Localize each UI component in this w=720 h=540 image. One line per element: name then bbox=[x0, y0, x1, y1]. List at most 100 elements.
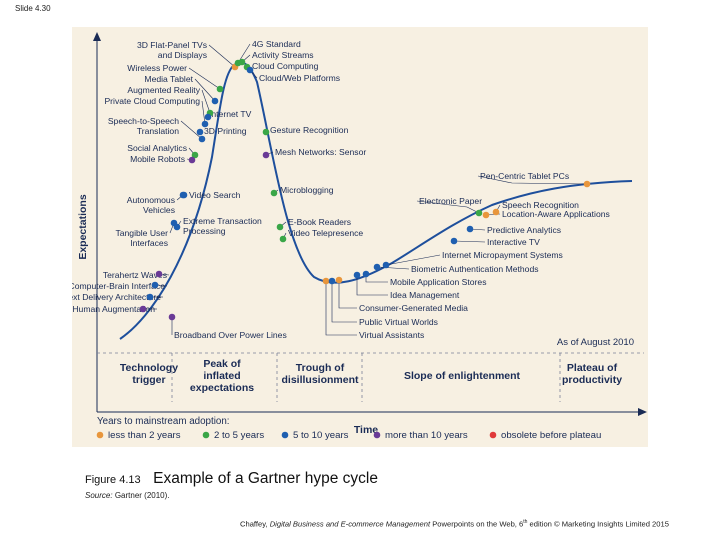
marker-extreme-transaction-processing bbox=[173, 223, 181, 231]
legend-swatch-more-than-10-years bbox=[373, 431, 381, 439]
label-extreme-transaction-processing: Processing bbox=[183, 226, 226, 236]
marker-pen-centric-tablet-pcs bbox=[583, 180, 591, 188]
legend-title: Years to mainstream adoption: bbox=[97, 416, 230, 427]
source-text: Gartner (2010). bbox=[114, 491, 170, 500]
marker-speech-to-speech-translation bbox=[198, 135, 206, 143]
marker-human-augmentation bbox=[139, 305, 147, 313]
source-label: Source: bbox=[85, 491, 113, 500]
label-mobile-application-stores: Mobile Application Stores bbox=[390, 277, 487, 287]
label-interactive-tv: Interactive TV bbox=[487, 237, 540, 247]
marker-internet-micropayment-systems bbox=[382, 261, 390, 269]
figure-source: Source: Gartner (2010). bbox=[85, 491, 170, 500]
marker-virtual-assistants bbox=[322, 277, 330, 285]
marker-location-aware-applications bbox=[482, 211, 490, 219]
hype-curve bbox=[119, 61, 633, 340]
marker-activity-streams bbox=[238, 58, 246, 66]
figure-number: Figure 4.13 bbox=[85, 474, 141, 486]
marker-e-book-readers bbox=[276, 223, 284, 231]
label-autonomous-vehicles: Vehicles bbox=[143, 205, 175, 215]
legend: Years to mainstream adoption: less than … bbox=[96, 416, 601, 441]
leader-line bbox=[331, 281, 357, 323]
marker-interactive-tv bbox=[450, 237, 458, 245]
marker-video-search bbox=[180, 191, 188, 199]
label-public-virtual-worlds: Public Virtual Worlds bbox=[359, 317, 438, 327]
phase-label: Peak of bbox=[203, 358, 241, 370]
legend-label-5-to-10-years: 5 to 10 years bbox=[293, 430, 349, 441]
marker-mesh-networks-sensor bbox=[262, 151, 270, 159]
marker-electronic-paper bbox=[475, 209, 483, 217]
y-axis-title: Expectations bbox=[77, 194, 89, 260]
leader-line bbox=[453, 240, 486, 243]
legend-swatch-less-than-2-years bbox=[96, 431, 104, 439]
leader-line bbox=[180, 120, 203, 140]
phase-label: inflated bbox=[203, 370, 240, 382]
label-virtual-assistants: Virtual Assistants bbox=[359, 330, 424, 340]
marker-media-tablet bbox=[211, 97, 219, 105]
phase-label: Plateau of bbox=[567, 362, 618, 374]
marker-broadband-over-power-lines bbox=[168, 313, 176, 321]
hype-cycle-diagram: Expectations Time As of August 2010 3D F… bbox=[72, 27, 648, 447]
y-axis-arrow-icon bbox=[93, 32, 101, 41]
leader-line bbox=[208, 44, 236, 68]
phase-label: Trough of bbox=[296, 362, 345, 374]
marker-context-delivery-architecture bbox=[146, 293, 154, 301]
marker-computer-brain-interface bbox=[151, 281, 159, 289]
leader-line bbox=[356, 275, 388, 296]
marker-consumer-generated-media bbox=[335, 276, 343, 284]
label-context-delivery-architecture: Context Delivery Architecture bbox=[72, 292, 161, 302]
marker-speech-recognition bbox=[492, 208, 500, 216]
marker-wireless-power bbox=[216, 85, 224, 93]
slide-number: Slide 4.30 bbox=[15, 4, 51, 13]
marker-gesture-recognition bbox=[262, 128, 270, 136]
leader-line bbox=[188, 67, 221, 90]
label-location-aware-applications: Location-Aware Applications bbox=[502, 209, 610, 219]
label-tangible-user-interfaces: Tangible User bbox=[115, 228, 168, 238]
footer-book-title: Digital Business and E-commerce Manageme… bbox=[269, 519, 431, 529]
leader-line bbox=[325, 281, 357, 336]
label-microblogging: Microblogging bbox=[280, 185, 334, 195]
footer-credit: Chaffey, Digital Business and E-commerce… bbox=[240, 519, 669, 529]
leader-line bbox=[385, 254, 441, 266]
as-of-date: As of August 2010 bbox=[557, 337, 634, 348]
technology-markers bbox=[139, 58, 591, 321]
label-mobile-robots: Mobile Robots bbox=[130, 154, 185, 164]
label-speech-to-speech-translation: Translation bbox=[137, 126, 179, 136]
marker-social-analytics bbox=[191, 151, 199, 159]
leader-line bbox=[477, 175, 588, 185]
phase-label: expectations bbox=[190, 382, 254, 394]
label-autonomous-vehicles: Autonomous bbox=[127, 195, 175, 205]
marker-idea-management bbox=[353, 271, 361, 279]
label-human-augmentation: Human Augmentation bbox=[72, 304, 155, 314]
label-private-cloud-computing: Private Cloud Computing bbox=[104, 96, 200, 106]
label-video-search: Video Search bbox=[189, 190, 241, 200]
label-internet-tv: Internet TV bbox=[209, 109, 252, 119]
label-cloud-computing: Cloud Computing bbox=[252, 61, 319, 71]
label-speech-recognition: Speech Recognition bbox=[502, 200, 579, 210]
footer-edition-sup: th bbox=[523, 519, 528, 525]
legend-swatch-obsolete-before-plateau bbox=[489, 431, 497, 439]
label-activity-streams: Activity Streams bbox=[252, 50, 314, 60]
label-terahertz-waves: Terahertz Waves bbox=[103, 270, 167, 280]
x-axis-arrow-icon bbox=[638, 408, 647, 416]
figure-caption: Figure 4.13 Example of a Gartner hype cy… bbox=[85, 470, 378, 488]
label-internet-micropayment-systems: Internet Micropayment Systems bbox=[442, 250, 563, 260]
label-computer-brain-interface: Computer-Brain Interface bbox=[72, 281, 165, 291]
legend-label-more-than-10-years: more than 10 years bbox=[385, 430, 468, 441]
label-broadband-over-power-lines: Broadband Over Power Lines bbox=[174, 330, 287, 340]
footer-text: Powerpoints on the Web, 6 bbox=[430, 519, 524, 529]
label-3d-flat-panel-tvs-and-displays: and Displays bbox=[158, 50, 207, 60]
label-social-analytics: Social Analytics bbox=[127, 143, 187, 153]
leader-line bbox=[416, 200, 480, 214]
legend-swatch-2-to-5-years bbox=[202, 431, 210, 439]
label-mesh-networks-sensor: Mesh Networks: Sensor bbox=[275, 147, 366, 157]
marker-predictive-analytics bbox=[466, 225, 474, 233]
marker-internet-tv bbox=[204, 113, 212, 121]
label-media-tablet: Media Tablet bbox=[144, 74, 193, 84]
footer-tail: edition © Marketing Insights Limited 201… bbox=[527, 519, 669, 529]
phase-label: trigger bbox=[132, 374, 165, 386]
label-idea-management: Idea Management bbox=[390, 290, 460, 300]
marker-biometric-authentication-methods bbox=[373, 263, 381, 271]
label-3d-printing: 3D Printing bbox=[204, 126, 247, 136]
